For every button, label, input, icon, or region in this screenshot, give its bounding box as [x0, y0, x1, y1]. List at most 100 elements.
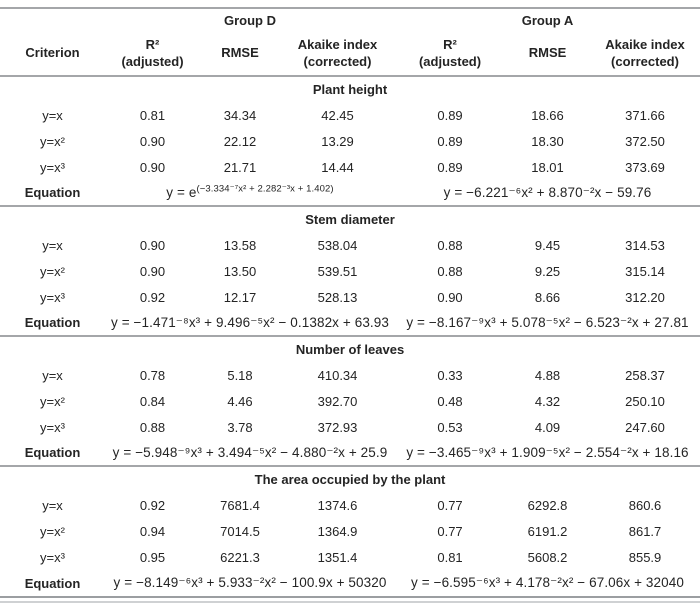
- equation-label: Equation: [24, 445, 81, 460]
- value-cell: 9.45: [534, 237, 561, 253]
- value-cell: 0.53: [437, 419, 463, 435]
- r2-header-line1: R²: [443, 37, 457, 53]
- equation-group-d: y = −5.948⁻⁹x³ + 3.494⁻⁵x² − 4.880⁻²x + …: [105, 440, 395, 466]
- value-cell: 42.45: [321, 107, 354, 123]
- value-cell: 0.33: [437, 367, 463, 383]
- akaike-header-a: Akaike index (corrected): [590, 32, 700, 76]
- criterion-cell: y=x³: [40, 159, 65, 175]
- section-title-row: Stem diameter: [0, 206, 700, 232]
- value-cell: 0.48: [437, 393, 463, 409]
- value-cell: 247.60: [625, 419, 665, 435]
- value-cell: 0.92: [139, 497, 166, 513]
- value-cell: 4.46: [227, 393, 253, 409]
- equation-group-a: y = −8.167⁻⁹x³ + 5.078⁻⁵x² − 6.523⁻²x + …: [395, 310, 700, 336]
- equation-text: y = −8.149⁻⁶x³ + 5.933⁻²x² − 100.9x + 50…: [113, 575, 387, 590]
- equation-text: y = −1.471⁻⁸x³ + 9.496⁻⁵x² − 0.1382x + 6…: [111, 314, 389, 330]
- value-cell: 539.51: [317, 263, 358, 279]
- table-row: y=x² 0.94 7014.5 1364.9 0.77 6191.2 861.…: [0, 518, 700, 544]
- equation-text: y = −5.948⁻⁹x³ + 3.494⁻⁵x² − 4.880⁻²x + …: [112, 444, 388, 460]
- value-cell: 371.66: [625, 107, 665, 123]
- value-cell: 0.92: [139, 289, 166, 305]
- group-header-row: Group D Group A: [0, 8, 700, 32]
- value-cell: 0.81: [139, 107, 166, 123]
- table-row: y=x 0.92 7681.4 1374.6 0.77 6292.8 860.6: [0, 492, 700, 518]
- equation-text: y = −6.595⁻⁶x³ + 4.178⁻²x² − 67.06x + 32…: [411, 575, 684, 590]
- criterion-cell: y=x²: [40, 263, 65, 279]
- group-d-header: Group D: [224, 13, 276, 28]
- equation-text: y = −8.167⁻⁹x³ + 5.078⁻⁵x² − 6.523⁻²x + …: [406, 314, 689, 330]
- table-row: y=x³ 0.90 21.71 14.44 0.89 18.01 373.69: [0, 154, 700, 180]
- equation-row: Equation y = −1.471⁻⁸x³ + 9.496⁻⁵x² − 0.…: [0, 310, 700, 336]
- r2-header-line2: (adjusted): [121, 53, 184, 69]
- value-cell: 6292.8: [527, 497, 568, 513]
- criterion-cell: y=x²: [40, 523, 65, 539]
- value-cell: 372.50: [625, 133, 665, 149]
- value-cell: 0.88: [437, 263, 463, 279]
- criterion-cell: y=x³: [40, 419, 65, 435]
- value-cell: 0.84: [139, 393, 166, 409]
- akaike-header-line1: Akaike index: [605, 37, 685, 53]
- table-bottom-rule: [0, 596, 700, 603]
- section-title: Plant height: [312, 82, 388, 97]
- value-cell: 315.14: [625, 263, 665, 279]
- akaike-header-d: Akaike index (corrected): [280, 32, 395, 76]
- value-cell: 4.32: [534, 393, 561, 409]
- table-row: y=x² 0.90 13.50 539.51 0.88 9.25 315.14: [0, 258, 700, 284]
- value-cell: 410.34: [317, 367, 358, 383]
- value-cell: 0.89: [437, 107, 463, 123]
- value-cell: 538.04: [317, 237, 358, 253]
- criterion-cell: y=x: [42, 367, 63, 383]
- table-row: y=x³ 0.92 12.17 528.13 0.90 8.66 312.20: [0, 284, 700, 310]
- value-cell: 6221.3: [220, 549, 260, 565]
- column-header-row: Criterion R² (adjusted) RMSE Akaike inde…: [0, 32, 700, 76]
- value-cell: 860.6: [628, 497, 662, 513]
- value-cell: 34.34: [223, 107, 257, 123]
- value-cell: 18.30: [531, 133, 564, 149]
- value-cell: 4.88: [534, 367, 561, 383]
- value-cell: 0.94: [139, 523, 166, 539]
- value-cell: 855.9: [628, 549, 662, 565]
- value-cell: 861.7: [628, 523, 662, 539]
- value-cell: 18.66: [531, 107, 564, 123]
- table-row: y=x³ 0.88 3.78 372.93 0.53 4.09 247.60: [0, 414, 700, 440]
- equation-group-d: y = e(−3.334⁻⁷x² + 2.282⁻³x + 1.402): [105, 180, 395, 206]
- equation-text: y = −3.465⁻⁹x³ + 1.909⁻⁵x² − 2.554⁻²x + …: [406, 444, 689, 460]
- criterion-cell: y=x: [42, 237, 63, 253]
- r2-header-d: R² (adjusted): [105, 32, 200, 76]
- value-cell: 0.77: [437, 497, 463, 513]
- value-cell: 392.70: [317, 393, 358, 409]
- equation-group-d: y = −1.471⁻⁸x³ + 9.496⁻⁵x² − 0.1382x + 6…: [105, 310, 395, 336]
- r2-header-line2: (adjusted): [418, 53, 482, 69]
- value-cell: 13.58: [223, 237, 257, 253]
- value-cell: 0.78: [139, 367, 166, 383]
- section-title: Stem diameter: [305, 212, 395, 227]
- equation-row: Equation y = −5.948⁻⁹x³ + 3.494⁻⁵x² − 4.…: [0, 440, 700, 466]
- value-cell: 0.90: [139, 159, 166, 175]
- table-row: y=x² 0.84 4.46 392.70 0.48 4.32 250.10: [0, 388, 700, 414]
- value-cell: 0.88: [437, 237, 463, 253]
- value-cell: 1351.4: [317, 549, 358, 565]
- bottom-rule-light-line: [0, 601, 700, 603]
- value-cell: 250.10: [625, 393, 665, 409]
- table-row: y=x 0.78 5.18 410.34 0.33 4.88 258.37: [0, 362, 700, 388]
- value-cell: 21.71: [223, 159, 257, 175]
- value-cell: 0.89: [437, 159, 463, 175]
- value-cell: 1364.9: [317, 523, 358, 539]
- criterion-cell: y=x: [42, 497, 63, 513]
- section-title-row: The area occupied by the plant: [0, 466, 700, 492]
- equation-row: Equation y = e(−3.334⁻⁷x² + 2.282⁻³x + 1…: [0, 180, 700, 206]
- value-cell: 0.90: [437, 289, 463, 305]
- criterion-cell: y=x²: [40, 133, 65, 149]
- value-cell: 5.18: [227, 367, 253, 383]
- criterion-cell: y=x²: [40, 393, 65, 409]
- value-cell: 13.50: [223, 263, 257, 279]
- value-cell: 13.29: [321, 133, 354, 149]
- value-cell: 7681.4: [220, 497, 260, 513]
- table-row: y=x² 0.90 22.12 13.29 0.89 18.30 372.50: [0, 128, 700, 154]
- equation-text: y = e: [166, 185, 197, 200]
- section-title: The area occupied by the plant: [254, 472, 446, 487]
- regression-table: Group D Group A Criterion R² (adjusted) …: [0, 7, 700, 596]
- value-cell: 528.13: [317, 289, 358, 305]
- value-cell: 0.89: [437, 133, 463, 149]
